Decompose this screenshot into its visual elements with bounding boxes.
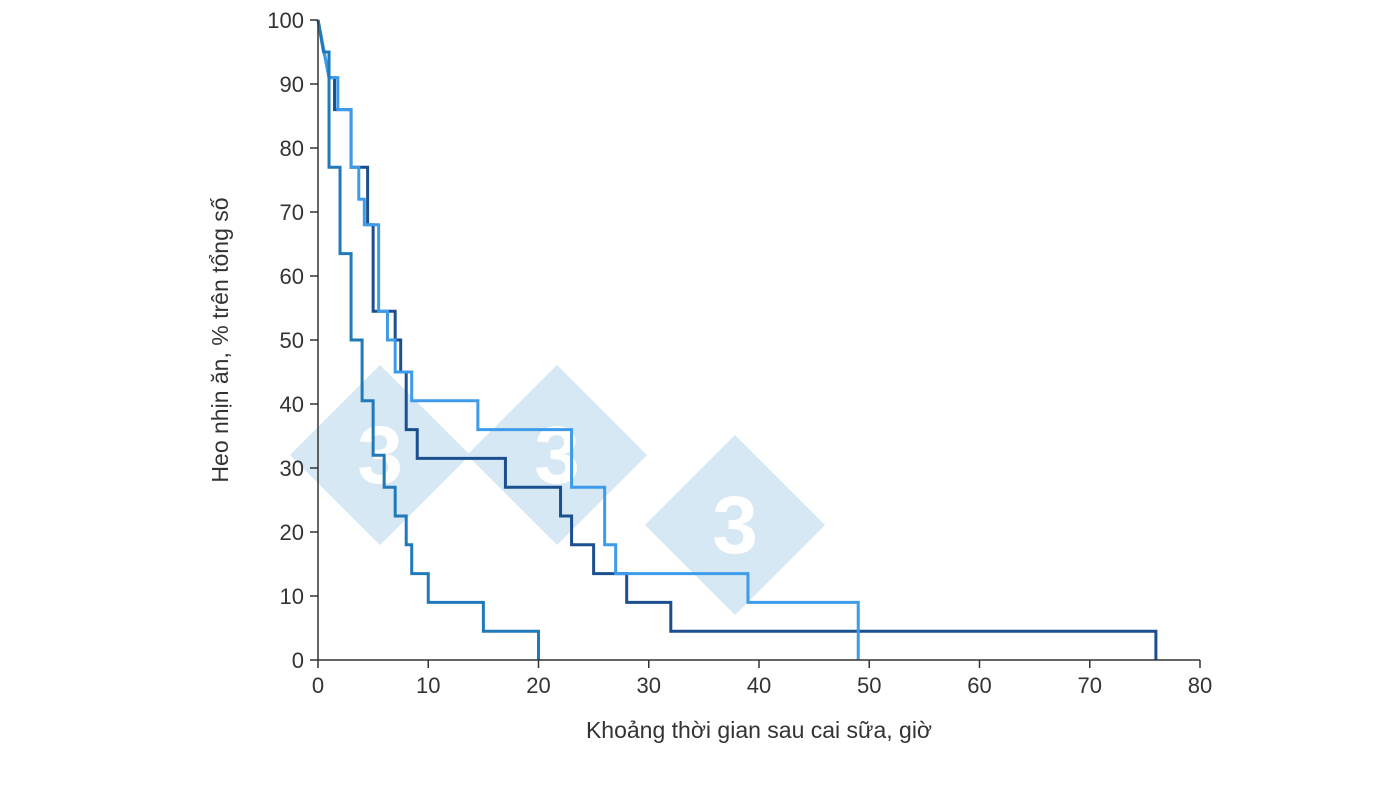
y-tick-label: 90 bbox=[280, 72, 304, 97]
x-tick-label: 10 bbox=[416, 673, 440, 698]
x-tick-label: 40 bbox=[747, 673, 771, 698]
x-tick-label: 30 bbox=[637, 673, 661, 698]
svg-text:3: 3 bbox=[712, 480, 758, 571]
y-axis-label: Heo nhịn ăn, % trên tổng số bbox=[207, 197, 233, 482]
x-tick-label: 80 bbox=[1188, 673, 1212, 698]
x-tick-label: 70 bbox=[1078, 673, 1102, 698]
y-tick-label: 80 bbox=[280, 136, 304, 161]
y-tick-label: 20 bbox=[280, 520, 304, 545]
x-tick-label: 50 bbox=[857, 673, 881, 698]
y-tick-label: 30 bbox=[280, 456, 304, 481]
y-tick-label: 100 bbox=[267, 8, 304, 33]
y-tick-label: 60 bbox=[280, 264, 304, 289]
chart-svg: 3330102030405060708001020304050607080901… bbox=[0, 0, 1400, 788]
survival-chart: 3330102030405060708001020304050607080901… bbox=[0, 0, 1400, 788]
x-tick-label: 60 bbox=[967, 673, 991, 698]
x-tick-label: 20 bbox=[526, 673, 550, 698]
y-tick-label: 10 bbox=[280, 584, 304, 609]
y-tick-label: 50 bbox=[280, 328, 304, 353]
x-tick-label: 0 bbox=[312, 673, 324, 698]
x-axis-label: Khoảng thời gian sau cai sữa, giờ bbox=[586, 717, 932, 743]
y-tick-label: 70 bbox=[280, 200, 304, 225]
y-tick-label: 40 bbox=[280, 392, 304, 417]
y-tick-label: 0 bbox=[292, 648, 304, 673]
